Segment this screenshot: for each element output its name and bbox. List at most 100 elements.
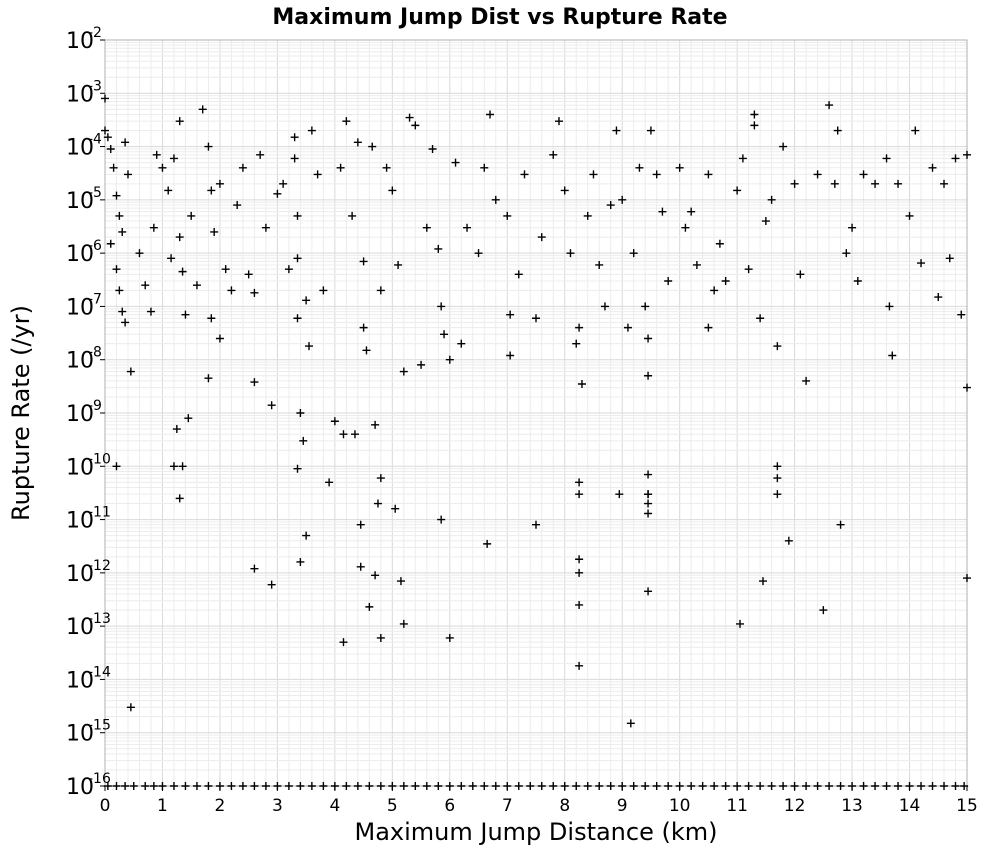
data-point [644,371,653,380]
data-point [164,186,173,195]
floor-data-point [273,782,282,790]
data-point [356,520,365,529]
data-point [101,126,109,135]
data-point [135,249,144,258]
floor-data-point [319,782,328,790]
y-tick-exponent: -12 [88,558,111,574]
data-point [204,142,213,151]
data-point [506,310,515,319]
x-tick-label: 10 [669,796,691,816]
floor-data-point [664,782,673,790]
data-point [233,201,242,210]
data-point [299,436,308,445]
floor-data-point [261,782,270,790]
data-point [612,126,621,135]
x-tick-label: 13 [841,796,863,816]
data-point [445,355,454,364]
x-tick-label: 0 [100,796,111,816]
data-point [905,211,914,220]
data-point [149,223,158,232]
data-point [963,383,971,392]
data-point [652,170,661,179]
data-point [238,163,247,172]
x-tick-labels: 0 1 2 3 4 5 6 7 8 9 10 11 12 13 14 15 [100,796,978,816]
floor-data-point [491,782,500,790]
floor-data-point [480,782,489,790]
data-point [440,330,449,339]
y-tick-label: 10-8 [66,345,102,374]
data-point [118,307,127,316]
x-tick-label: 7 [502,796,513,816]
data-point [560,186,569,195]
data-point [198,105,207,114]
data-point [664,277,673,286]
data-point [615,490,624,499]
floor-data-point [250,782,259,790]
data-point [675,163,684,172]
floor-data-point [756,782,765,790]
data-point [319,286,328,295]
data-point [644,509,653,518]
x-axis-label: Maximum Jump Distance (km) [355,818,718,846]
data-point [371,571,380,580]
data-point [813,170,822,179]
data-point [399,619,408,628]
data-point [566,249,575,258]
y-tick-exponent: -15 [88,718,111,734]
data-point [802,376,811,385]
data-point [178,462,187,471]
y-tick-base: 10 [66,562,94,587]
floor-data-point [779,782,788,790]
data-point [339,430,348,439]
data-point [187,211,196,220]
data-point [796,270,805,279]
floor-data-point [905,782,914,790]
floor-data-point [296,782,305,790]
floor-data-point [549,782,558,790]
data-point [158,163,167,172]
grid [104,39,968,787]
data-point [549,150,558,159]
data-point [514,270,523,279]
data-point [687,207,696,216]
floor-data-point [284,782,293,790]
y-tick-exponent: -6 [88,238,102,254]
y-tick-base: 10 [66,29,94,54]
y-tick-label: 10-2 [66,25,102,54]
data-point [293,254,302,263]
data-point [641,302,650,311]
y-tick-base: 10 [66,82,94,107]
data-point [554,117,563,126]
data-point [250,288,259,297]
data-point [575,568,584,577]
x-tick-label: 1 [157,796,168,816]
data-point [704,170,713,179]
y-tick-base: 10 [66,668,94,693]
y-tick-label: 10-10 [66,451,111,480]
data-point [629,249,638,258]
data-point [451,158,460,167]
data-point [710,286,719,295]
y-tick-base: 10 [66,136,94,161]
floor-data-point [560,782,569,790]
floor-data-point [629,782,638,790]
floor-data-point [103,782,112,790]
data-point [256,150,265,159]
data-point [112,265,121,274]
data-point [767,195,776,204]
data-point [575,600,584,609]
floor-data-point [181,782,190,790]
data-point [307,126,316,135]
data-point [250,378,259,387]
data-point [434,244,443,253]
data-point [963,574,971,583]
floor-data-point [687,782,696,790]
data-point [658,207,667,216]
data-point [681,223,690,232]
y-tick-label: 10-14 [66,664,111,693]
data-point [761,217,770,226]
data-point [885,302,894,311]
data-point [121,138,130,147]
floor-data-point [204,782,213,790]
data-point [106,239,115,248]
